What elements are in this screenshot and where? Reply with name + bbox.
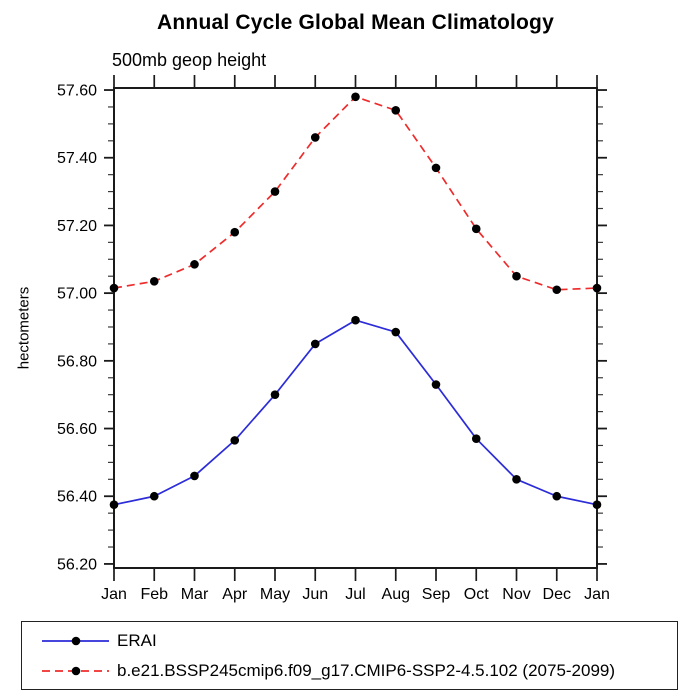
data-point-marker-1 [230,227,240,237]
data-point-marker-0 [471,434,481,443]
data-point-marker-1 [471,224,481,234]
legend-line-sample-dashed [42,666,109,675]
data-point-marker-0 [592,500,602,509]
data-point-marker-1 [512,271,521,281]
legend-label-model: b.e21.BSSP245cmip6.f09_g17.CMIP6-SSP2-4.… [117,660,616,680]
data-point-marker-1 [391,106,401,115]
legend-label-erai: ERAI [117,630,157,650]
data-point-marker-1 [109,283,119,293]
data-point-marker-0 [552,491,562,501]
x-tick-label: Jun [302,586,328,603]
x-tick-label: Nov [502,586,530,603]
y-tick-label: 57.40 [57,150,97,167]
plot-frame [113,87,598,569]
x-tick-label: Apr [222,586,248,603]
data-point-marker-0 [391,327,401,337]
chart-title: Annual Cycle Global Mean Climatology [157,11,554,34]
y-tick-label: 57.00 [57,286,97,303]
x-tick-label: Oct [464,586,489,603]
x-tick-label: Jul [345,586,365,603]
data-point-marker-0 [190,471,199,481]
x-tick-label: Aug [382,586,410,603]
data-point-marker-1 [310,133,320,142]
x-tick-label: Dec [543,586,571,603]
x-tick-label: May [260,586,290,603]
data-point-marker-1 [552,285,562,295]
data-point-marker-0 [431,380,441,389]
legend-item-erai: ERAI [32,628,677,654]
data-point-marker-1 [190,260,199,269]
y-tick-label: 56.20 [57,556,97,573]
data-point-marker-1 [592,283,602,293]
data-point-marker-1 [270,187,280,196]
data-point-marker-1 [351,92,360,102]
data-point-marker-0 [270,390,280,399]
data-point-marker-0 [512,475,521,484]
y-tick-label: 56.80 [57,353,97,370]
y-tick-label: 56.60 [57,421,97,438]
legend-item-model: b.e21.BSSP245cmip6.f09_g17.CMIP6-SSP2-4.… [32,658,677,684]
series-line-1 [113,95,598,291]
y-tick-label: 57.60 [57,83,97,100]
data-point-marker-0 [149,491,159,501]
y-tick-label: 57.20 [57,218,97,235]
data-point-marker-0 [230,436,240,445]
y-tick-label: 56.40 [57,489,97,506]
data-point-marker-1 [149,276,159,286]
x-tick-label: Jan [584,586,610,603]
legend-marker-icon [71,666,81,675]
x-tick-label: Feb [140,586,168,603]
data-point-marker-0 [351,315,360,325]
legend: ERAI b.e21.BSSP245cmip6.f09_g17.CMIP6-SS… [21,621,678,690]
data-point-marker-0 [310,339,320,349]
series-line-0 [113,319,598,506]
legend-marker-icon [71,636,81,645]
x-tick-label: Mar [181,586,209,603]
x-tick-label: Sep [422,586,451,603]
data-point-marker-0 [109,500,119,509]
chart-subtitle: 500mb geop height [112,50,267,70]
legend-line-sample-solid [42,636,109,645]
data-point-marker-1 [431,163,441,173]
x-tick-label: Jan [101,586,127,603]
